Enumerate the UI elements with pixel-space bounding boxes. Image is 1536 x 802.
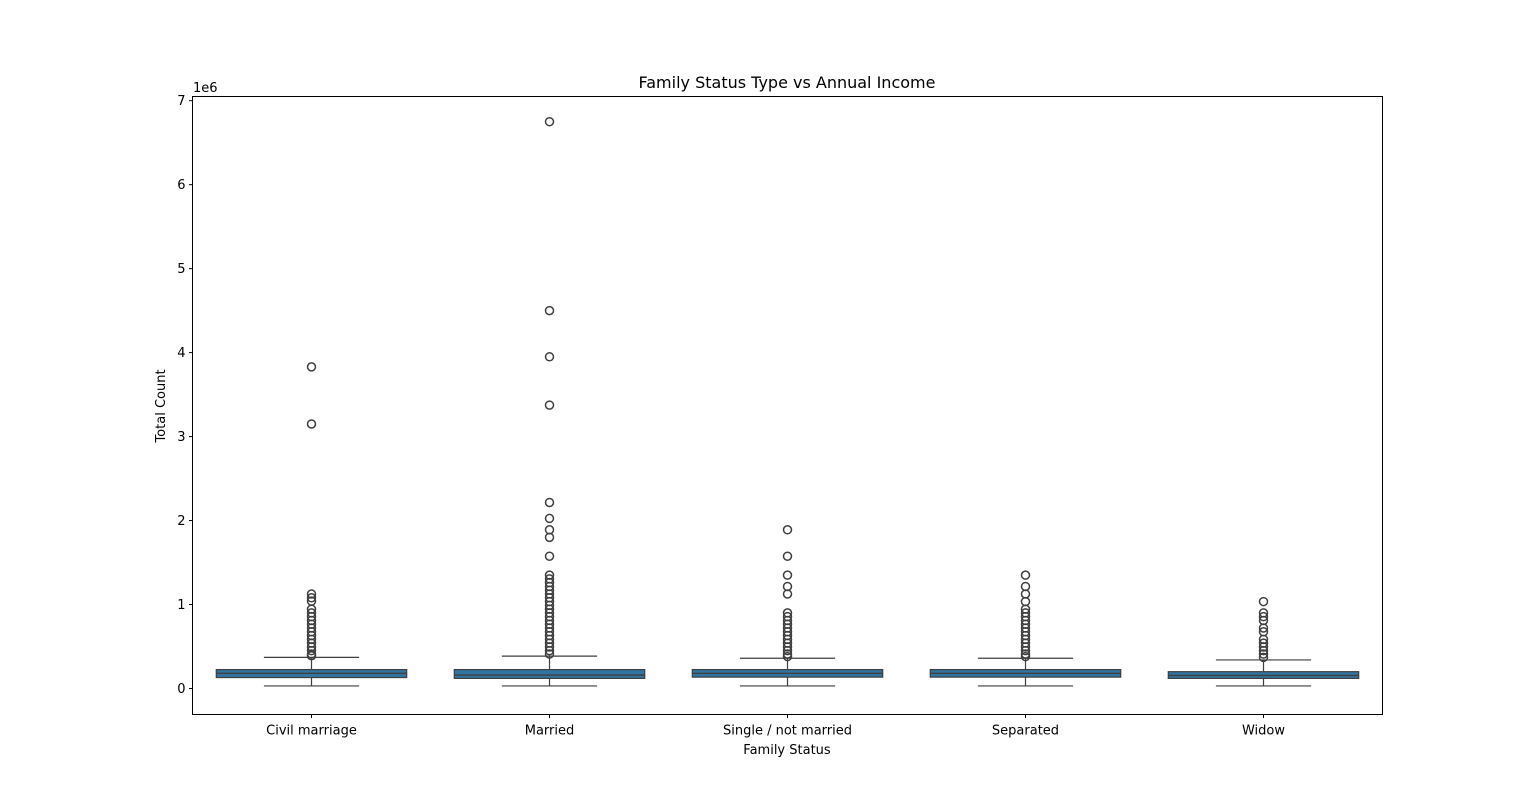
outlier-point <box>1258 611 1269 622</box>
x-tick-label: Widow <box>1242 724 1285 739</box>
outlier-point <box>306 593 317 603</box>
outlier-point <box>782 642 793 652</box>
outlier-point <box>1258 642 1269 652</box>
outlier-point <box>544 532 555 543</box>
y-tick-label: 4 <box>177 346 185 361</box>
outlier-point <box>306 650 317 661</box>
y-axis-scale-label: 1e6 <box>193 81 218 96</box>
box-group <box>929 570 1122 687</box>
box-group <box>215 362 408 687</box>
outlier-point <box>1020 651 1031 662</box>
outlier-point <box>1020 642 1031 652</box>
x-tick-label: Civil marriage <box>266 724 357 739</box>
outlier-point <box>306 419 317 429</box>
outlier-point <box>1258 645 1269 656</box>
y-tick-label: 2 <box>177 514 185 529</box>
outlier-point <box>1258 652 1269 663</box>
chart-title: Family Status Type vs Annual Income <box>639 73 936 92</box>
box-plot-series <box>215 116 1360 687</box>
y-tick-label: 3 <box>177 430 185 445</box>
y-tick-label: 5 <box>177 262 185 277</box>
outlier-point <box>782 570 793 580</box>
outlier-point <box>544 551 555 561</box>
outlier-point <box>1020 645 1031 656</box>
outlier-point <box>1258 649 1269 659</box>
outlier-point <box>1258 596 1269 607</box>
outlier-point <box>306 362 317 372</box>
outlier-point <box>782 551 793 561</box>
outlier-point <box>544 305 555 316</box>
x-tick-label: Single / not married <box>723 724 852 739</box>
y-tick-label: 6 <box>177 178 185 193</box>
x-tick-label: Separated <box>992 724 1059 739</box>
outlier-point <box>544 116 555 127</box>
y-tick-label: 0 <box>177 682 185 697</box>
box-group <box>691 525 884 687</box>
x-tick-label: Married <box>525 724 575 739</box>
outlier-point <box>306 589 317 599</box>
box-group <box>1167 596 1360 687</box>
outlier-point <box>544 352 555 362</box>
outlier-point <box>544 497 555 508</box>
y-tick-label: 1 <box>177 598 185 613</box>
outlier-point <box>544 645 555 656</box>
outlier-point <box>544 649 555 659</box>
box-group <box>453 116 646 687</box>
outlier-point <box>782 589 793 599</box>
outlier-point <box>544 513 555 524</box>
outlier-point <box>544 400 555 410</box>
outlier-point <box>544 642 555 652</box>
x-axis-label: Family Status <box>743 743 831 758</box>
x-axis-ticks: Civil marriage Married Single / not marrie… <box>266 714 1285 739</box>
box-iqr <box>453 668 646 679</box>
y-axis-label: Total Count <box>154 369 169 443</box>
outlier-point <box>782 525 793 535</box>
outlier-point <box>782 651 793 662</box>
y-tick-label: 7 <box>177 94 185 109</box>
outlier-point <box>306 642 317 652</box>
y-axis-ticks: 0 1 2 3 4 5 6 7 <box>177 94 193 697</box>
outlier-point <box>306 645 317 656</box>
outlier-point <box>782 645 793 656</box>
plot-area-frame <box>192 96 1383 715</box>
outlier-point <box>1258 623 1269 633</box>
outlier-point <box>1020 570 1031 580</box>
